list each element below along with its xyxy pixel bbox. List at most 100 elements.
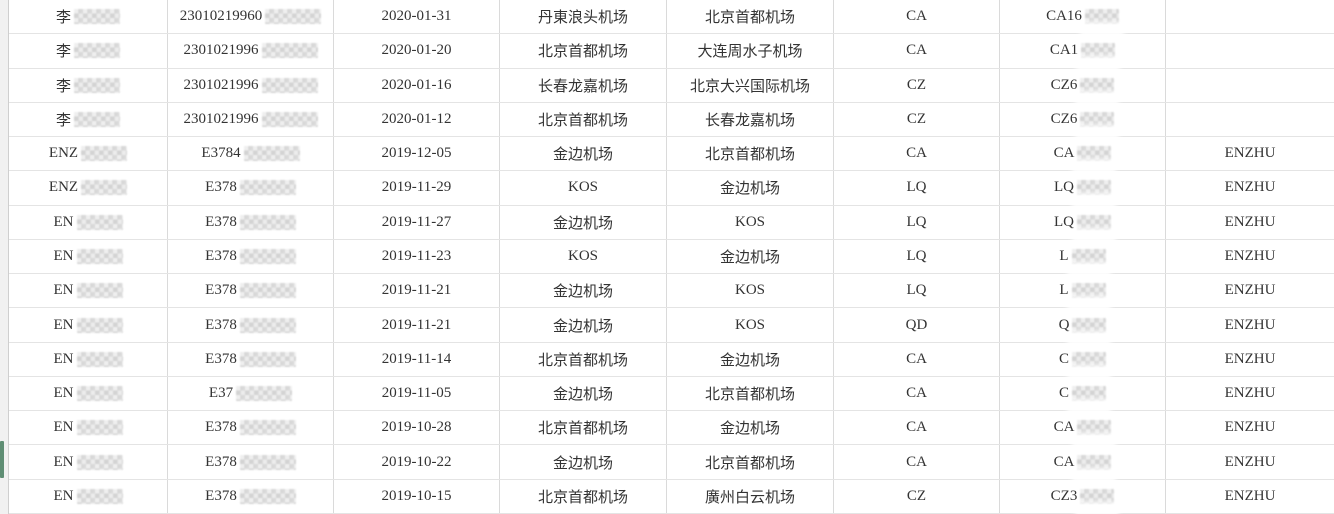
cell-departure-airport[interactable]: 金边机场 — [500, 376, 667, 411]
cell-passenger-eng-name[interactable]: ENZHU — [1166, 445, 1334, 478]
cell-passenger-eng-name[interactable] — [1166, 69, 1334, 102]
cell-passenger-eng-name[interactable] — [1166, 34, 1334, 67]
cell-passenger-eng-name[interactable]: ENZHU — [1166, 377, 1334, 410]
cell-airline-code[interactable]: CA — [834, 34, 1000, 68]
cell-passenger-eng-name[interactable]: ENZHU — [1166, 308, 1334, 341]
cell-flight-number[interactable]: CZ6 — [1000, 102, 1166, 137]
cell-departure-airport[interactable]: 北京首都机场 — [500, 411, 667, 445]
cell-arrival-airport[interactable]: 北京首都机场 — [667, 376, 834, 411]
cell-departure-airport[interactable]: 长春龙嘉机场 — [500, 68, 667, 102]
cell-departure-airport[interactable]: 北京首都机场 — [500, 102, 667, 137]
cell-airline-code[interactable]: LQ — [834, 205, 1000, 239]
cell-arrival-airport[interactable]: KOS — [667, 205, 834, 239]
cell-passenger-name[interactable]: 李 — [9, 68, 168, 102]
cell-airline-code[interactable]: CA — [834, 0, 1000, 34]
cell-passenger-eng-name[interactable]: ENZHU — [1166, 206, 1334, 239]
cell-id-number[interactable]: E378 — [168, 411, 334, 445]
cell-arrival-airport[interactable]: 北京首都机场 — [667, 0, 834, 34]
cell-departure-airport[interactable]: 北京首都机场 — [500, 34, 667, 68]
cell-arrival-airport[interactable]: 廣州白云机场 — [667, 479, 834, 513]
cell-departure-airport[interactable]: 金边机场 — [500, 205, 667, 239]
cell-id-number[interactable]: E378 — [168, 171, 334, 205]
cell-passenger-name[interactable]: EN — [9, 205, 168, 239]
cell-flight-number[interactable]: CA — [1000, 411, 1166, 445]
cell-airline-code[interactable]: QD — [834, 308, 1000, 342]
cell-departure-airport[interactable]: 金边机场 — [500, 274, 667, 308]
cell-flight-date[interactable]: 2019-10-28 — [334, 411, 500, 445]
cell-flight-number[interactable]: LQ — [1000, 205, 1166, 239]
cell-id-number[interactable]: E378 — [168, 479, 334, 513]
cell-flight-date[interactable]: 2020-01-16 — [334, 68, 500, 102]
cell-airline-code[interactable]: CA — [834, 411, 1000, 445]
cell-arrival-airport[interactable]: 金边机场 — [667, 411, 834, 445]
cell-flight-date[interactable]: 2019-11-21 — [334, 308, 500, 342]
cell-flight-date[interactable]: 2019-10-22 — [334, 445, 500, 479]
cell-flight-date[interactable]: 2020-01-31 — [334, 0, 500, 34]
cell-airline-code[interactable]: CA — [834, 376, 1000, 411]
cell-id-number[interactable]: E378 — [168, 274, 334, 308]
cell-id-number[interactable]: E378 — [168, 445, 334, 479]
cell-passenger-name[interactable]: 李 — [9, 34, 168, 68]
cell-flight-date[interactable]: 2019-11-14 — [334, 342, 500, 376]
cell-departure-airport[interactable]: 北京首都机场 — [500, 479, 667, 513]
cell-id-number[interactable]: 2301021996 — [168, 102, 334, 137]
cell-id-number[interactable]: E378 — [168, 239, 334, 274]
cell-passenger-name[interactable]: EN — [9, 274, 168, 308]
cell-airline-code[interactable]: LQ — [834, 274, 1000, 308]
cell-airline-code[interactable]: CA — [834, 445, 1000, 479]
cell-flight-number[interactable]: CA1 — [1000, 34, 1166, 68]
cell-flight-date[interactable]: 2019-11-29 — [334, 171, 500, 205]
cell-flight-number[interactable]: CA16 — [1000, 0, 1166, 34]
cell-arrival-airport[interactable]: 金边机场 — [667, 171, 834, 205]
cell-airline-code[interactable]: CZ — [834, 68, 1000, 102]
cell-passenger-eng-name[interactable]: ENZHU — [1166, 137, 1334, 170]
cell-passenger-eng-name[interactable] — [1166, 103, 1334, 136]
cell-flight-date[interactable]: 2019-10-15 — [334, 479, 500, 513]
cell-passenger-name[interactable]: ENZ — [9, 137, 168, 171]
cell-id-number[interactable]: 23010219960 — [168, 0, 334, 34]
cell-flight-number[interactable]: CZ6 — [1000, 68, 1166, 102]
cell-passenger-eng-name[interactable]: ENZHU — [1166, 274, 1334, 307]
cell-flight-date[interactable]: 2019-11-23 — [334, 239, 500, 274]
cell-arrival-airport[interactable]: 金边机场 — [667, 342, 834, 376]
cell-arrival-airport[interactable]: 大连周水子机场 — [667, 34, 834, 68]
cell-arrival-airport[interactable]: 北京大兴国际机场 — [667, 68, 834, 102]
cell-arrival-airport[interactable]: 北京首都机场 — [667, 137, 834, 171]
cell-passenger-eng-name[interactable]: ENZHU — [1166, 171, 1334, 204]
cell-arrival-airport[interactable]: 长春龙嘉机场 — [667, 102, 834, 137]
cell-passenger-name[interactable]: EN — [9, 445, 168, 479]
cell-flight-date[interactable]: 2019-11-27 — [334, 205, 500, 239]
cell-flight-number[interactable]: L — [1000, 274, 1166, 308]
cell-passenger-name[interactable]: EN — [9, 411, 168, 445]
cell-flight-date[interactable]: 2020-01-20 — [334, 34, 500, 68]
cell-passenger-eng-name[interactable]: ENZHU — [1166, 240, 1334, 273]
cell-flight-date[interactable]: 2019-11-05 — [334, 376, 500, 411]
cell-id-number[interactable]: 2301021996 — [168, 34, 334, 68]
cell-flight-date[interactable]: 2019-11-21 — [334, 274, 500, 308]
cell-departure-airport[interactable]: 金边机场 — [500, 137, 667, 171]
cell-departure-airport[interactable]: 金边机场 — [500, 308, 667, 342]
cell-arrival-airport[interactable]: KOS — [667, 274, 834, 308]
cell-passenger-eng-name[interactable] — [1166, 0, 1334, 33]
cell-id-number[interactable]: E378 — [168, 308, 334, 342]
cell-flight-number[interactable]: LQ — [1000, 171, 1166, 205]
cell-airline-code[interactable]: CZ — [834, 102, 1000, 137]
cell-passenger-name[interactable]: EN — [9, 342, 168, 376]
cell-id-number[interactable]: E378 — [168, 205, 334, 239]
cell-airline-code[interactable]: LQ — [834, 171, 1000, 205]
cell-passenger-name[interactable]: EN — [9, 479, 168, 513]
cell-arrival-airport[interactable]: KOS — [667, 308, 834, 342]
cell-departure-airport[interactable]: 丹東浪头机场 — [500, 0, 667, 34]
cell-airline-code[interactable]: LQ — [834, 239, 1000, 274]
cell-passenger-name[interactable]: ENZ — [9, 171, 168, 205]
cell-passenger-name[interactable]: EN — [9, 376, 168, 411]
cell-airline-code[interactable]: CA — [834, 342, 1000, 376]
cell-passenger-eng-name[interactable]: ENZHU — [1166, 343, 1334, 376]
cell-id-number[interactable]: E378 — [168, 342, 334, 376]
cell-airline-code[interactable]: CA — [834, 137, 1000, 171]
cell-flight-number[interactable]: L — [1000, 239, 1166, 274]
cell-passenger-eng-name[interactable]: ENZHU — [1166, 480, 1334, 513]
cell-departure-airport[interactable]: KOS — [500, 239, 667, 274]
cell-passenger-name[interactable]: EN — [9, 308, 168, 342]
cell-passenger-name[interactable]: EN — [9, 239, 168, 274]
